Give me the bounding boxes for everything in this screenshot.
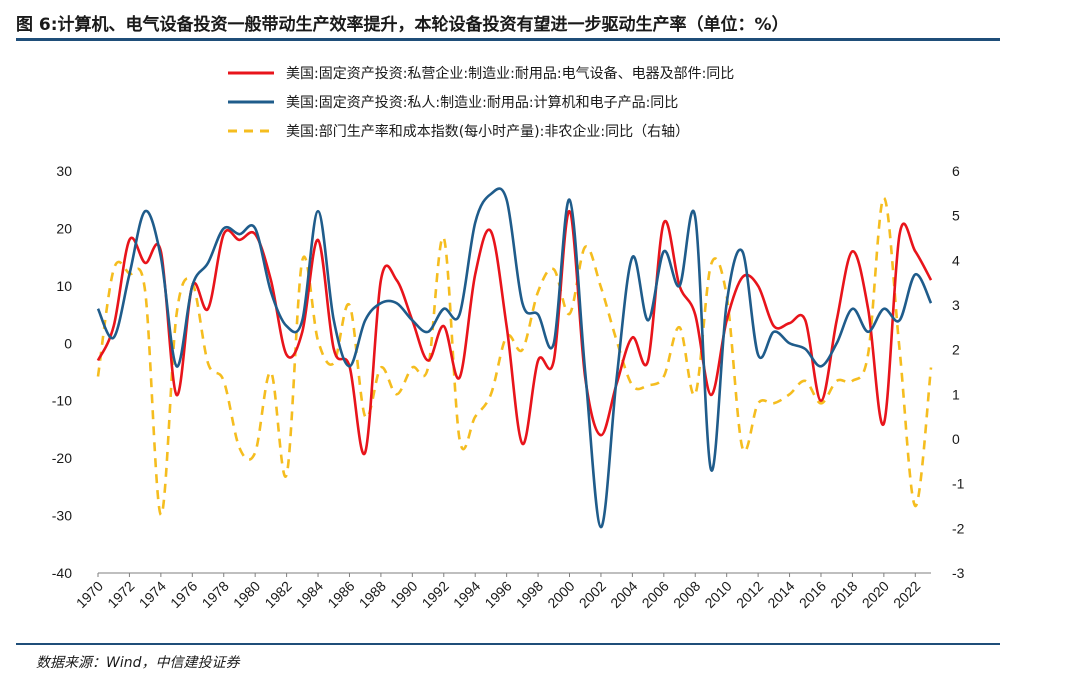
x-tick-label: 1972 [104, 578, 137, 611]
figure-title: 图 6:计算机、电气设备投资一般带动生产效率提升，本轮设备投资有望进一步驱动生产… [16, 15, 789, 35]
y-left-tick-label: -10 [52, 393, 72, 409]
x-tick-label: 2004 [607, 578, 640, 611]
x-tick-label: 1978 [199, 578, 232, 611]
x-tick-label: 1974 [136, 578, 169, 611]
x-tick-label: 2008 [670, 578, 703, 611]
y-right-tick-label: -3 [952, 565, 965, 581]
title-rule [16, 38, 1000, 41]
y-right-tick-label: 4 [952, 252, 960, 268]
series-lines [96, 187, 933, 529]
x-tick-label: 1988 [356, 578, 389, 611]
x-tick-label: 2018 [827, 578, 860, 611]
x-tick-label: 1986 [324, 578, 357, 611]
y-left-tick-label: 30 [56, 163, 72, 179]
y-left-tick-label: -40 [52, 565, 72, 581]
legend-label-2: 美国:固定资产投资:私人:制造业:耐用品:计算机和电子产品:同比 [286, 95, 678, 111]
y-left-tick-label: 10 [56, 278, 72, 294]
series-line-2 [96, 187, 933, 529]
x-tick-label: 1980 [230, 578, 263, 611]
y-right-tick-label: -1 [952, 476, 965, 492]
y-right-tick-label: 2 [952, 342, 960, 358]
x-tick-label: 2000 [544, 578, 577, 611]
legend-label-3: 美国:部门生产率和成本指数(每小时产量):非农企业:同比（右轴） [286, 123, 689, 140]
x-tick-label: 2002 [576, 578, 609, 611]
x-tick-label: 2014 [764, 578, 797, 611]
source-rule [16, 643, 1000, 645]
y-left-tick-label: 20 [56, 220, 72, 236]
series-line-1 [96, 209, 933, 456]
x-tick-label: 2010 [701, 578, 734, 611]
y-right-tick-label: 0 [952, 431, 960, 447]
x-tick-label: 2022 [890, 578, 923, 611]
x-tick-label: 1990 [387, 578, 420, 611]
y-right-tick-label: 6 [952, 163, 960, 179]
x-tick-label: 1982 [261, 578, 294, 611]
x-tick-label: 1984 [293, 578, 326, 611]
y-right-tick-label: 5 [952, 208, 960, 224]
y-right-tick-label: 1 [952, 386, 960, 402]
source-note: 数据来源：Wind，中信建投证券 [36, 655, 240, 671]
legend-label-1: 美国:固定资产投资:私营企业:制造业:耐用品:电气设备、电器及部件:同比 [286, 65, 734, 82]
series-line-3 [96, 196, 933, 517]
x-tick-label: 1996 [481, 578, 514, 611]
x-tick-label: 1994 [450, 578, 483, 611]
y-left-tick-label: 0 [64, 335, 72, 351]
x-tick-label: 1998 [513, 578, 546, 611]
x-tick-label: 2020 [859, 578, 892, 611]
legend: 美国:固定资产投资:私营企业:制造业:耐用品:电气设备、电器及部件:同比美国:固… [228, 65, 734, 140]
x-tick-label: 1992 [419, 578, 452, 611]
y-left-tick-label: -20 [52, 450, 72, 466]
y-right-tick-label: -2 [952, 520, 965, 536]
x-tick-label: 2012 [733, 578, 766, 611]
axes: 3020100-10-20-30-406543210-1-2-319701972… [52, 163, 965, 611]
x-tick-label: 2016 [796, 578, 829, 611]
y-left-tick-label: -30 [52, 508, 72, 524]
x-tick-label: 1976 [167, 578, 200, 611]
x-tick-label: 1970 [73, 578, 106, 611]
x-tick-label: 2006 [639, 578, 672, 611]
y-right-tick-label: 3 [952, 297, 960, 313]
